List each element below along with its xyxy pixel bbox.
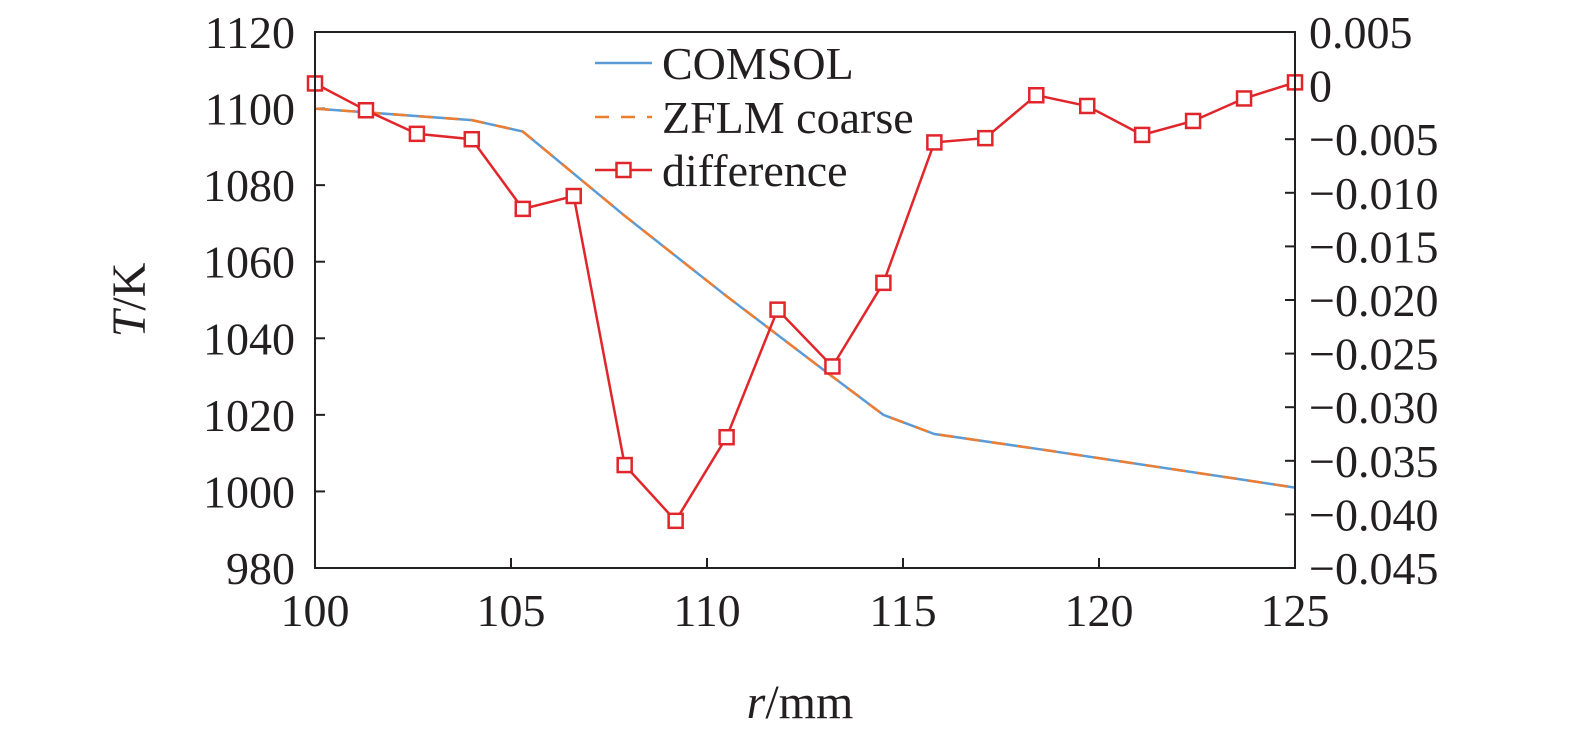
legend-label-2: difference (662, 145, 848, 196)
x-tick-label: 110 (673, 585, 740, 636)
data-point (667, 512, 684, 530)
plot-frame (314, 31, 1296, 569)
x-tick-label: 120 (1065, 585, 1134, 636)
y-tick-label: 1020 (203, 390, 295, 441)
data-point (565, 187, 582, 205)
legend-marker (615, 161, 632, 179)
data-point (1078, 97, 1096, 115)
data-point (926, 134, 943, 151)
y-tick-label: 1120 (205, 7, 295, 58)
data-point (408, 125, 426, 143)
y-axis-label: T/K (103, 262, 156, 337)
y2-tick-label: 0 (1309, 61, 1332, 112)
data-point (875, 274, 892, 292)
data-point (977, 129, 994, 147)
y2-tick-label: −0.015 (1309, 221, 1438, 272)
data-point (463, 130, 481, 148)
y2-tick-label: −0.025 (1309, 329, 1438, 380)
y2-tick-label: −0.040 (1309, 489, 1438, 540)
data-point (1028, 86, 1045, 104)
legend-label-0: COMSOL (662, 38, 854, 89)
legend-label-1: ZFLM coarse (662, 92, 914, 143)
data-point (1235, 90, 1253, 107)
y2-tick-label: −0.045 (1309, 543, 1438, 594)
data-point (357, 102, 375, 119)
x-tick-label: 105 (477, 585, 546, 636)
series-line-2 (314, 81, 1296, 523)
x-tick-label: 115 (869, 585, 936, 636)
y-tick-label: 1060 (203, 237, 295, 288)
data-point (718, 428, 735, 446)
data-point (514, 200, 532, 218)
y-tick-label: 1080 (203, 160, 295, 211)
y2-tick-label: −0.035 (1309, 436, 1438, 487)
y2-tick-label: −0.030 (1309, 382, 1438, 433)
data-point (824, 358, 841, 375)
data-point (616, 456, 633, 474)
y-tick-label: 1000 (203, 466, 295, 517)
y2-tick-label: −0.010 (1309, 168, 1438, 219)
x-tick-label: 100 (281, 585, 350, 636)
plot-series (306, 74, 1304, 530)
data-point (1184, 112, 1202, 130)
y-tick-label: 980 (226, 543, 295, 594)
y-tick-label: 1100 (205, 84, 295, 135)
x-tick-label: 125 (1261, 585, 1330, 636)
x-axis-label: r/mm (747, 676, 854, 729)
y-tick-label: 1040 (203, 313, 295, 364)
y2-tick-label: −0.020 (1309, 275, 1438, 326)
y2-tick-label: −0.005 (1309, 114, 1438, 165)
y2-tick-label: 0.005 (1309, 7, 1413, 58)
data-point (1133, 126, 1151, 144)
series-line-1 (314, 107, 1296, 489)
data-point (769, 301, 786, 318)
tick-labels: 100 105 110 115 120 125 980 1000 1020 1040 1060 108… (203, 7, 1438, 636)
